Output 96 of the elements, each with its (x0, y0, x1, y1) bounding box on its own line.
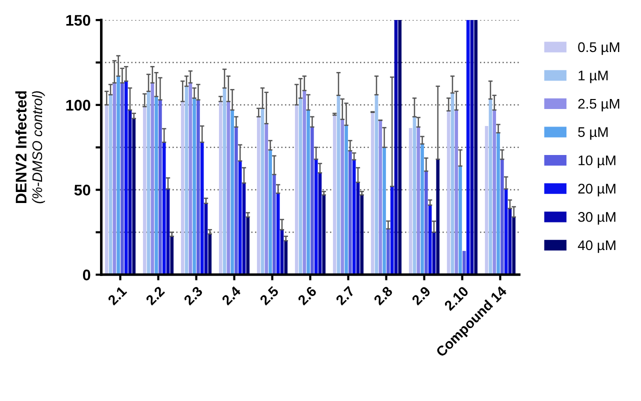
legend-label: 30 µM (578, 212, 616, 225)
bar (230, 110, 234, 275)
bar (294, 104, 298, 275)
bar (348, 150, 352, 275)
legend-label: 10 µM (578, 155, 616, 168)
bar (484, 126, 488, 275)
legend-label: 40 µM (578, 240, 616, 253)
bar (146, 91, 150, 275)
y-tick-label: 100 (66, 100, 90, 111)
bar (268, 150, 272, 275)
bar (120, 82, 124, 275)
bar (170, 236, 174, 275)
bar (496, 132, 500, 275)
x-tick-label: 2.3 (183, 286, 204, 306)
bar (374, 94, 378, 275)
legend-label: 20 µM (578, 184, 616, 196)
bar (142, 106, 146, 275)
bar (188, 82, 192, 275)
bar (108, 94, 112, 275)
bar (412, 116, 416, 275)
x-tick-label: 2.7 (335, 286, 355, 306)
bar (382, 147, 386, 275)
bar (272, 174, 276, 275)
bar (416, 126, 420, 275)
bar (492, 110, 496, 275)
x-tick-label: 2.4 (221, 285, 242, 306)
bar (298, 98, 302, 275)
bar (500, 159, 504, 275)
y-tick-label: 150 (66, 14, 90, 26)
bar (512, 216, 516, 275)
bar (370, 112, 374, 275)
bar (360, 194, 364, 275)
bar (222, 88, 226, 275)
bar (306, 110, 310, 275)
bar (466, 20, 470, 275)
x-tick-label: 2.1 (107, 286, 128, 306)
bar (386, 228, 390, 275)
bar (192, 98, 196, 275)
y-axis-title: DENV2 Infected (%-DMSO control) (15, 91, 45, 204)
bar (218, 102, 222, 275)
bar (112, 82, 116, 275)
x-tick-label: 2.5 (259, 286, 280, 306)
bar (302, 90, 306, 275)
legend-label: 1 µM (578, 70, 608, 84)
bar (408, 128, 412, 275)
y-tick-label: 0 (82, 270, 90, 280)
bar (158, 100, 162, 275)
bar (264, 124, 268, 275)
bar (336, 95, 340, 275)
x-tick-label: 2.8 (373, 286, 394, 306)
bar (162, 142, 166, 275)
bar (234, 126, 238, 275)
bar (420, 144, 424, 275)
bar (284, 240, 288, 275)
x-tick-label: 2.6 (297, 286, 318, 306)
bar (322, 194, 326, 275)
bar (488, 98, 492, 275)
bar (450, 93, 454, 275)
bar (208, 234, 212, 275)
bar (226, 102, 230, 275)
bar (462, 250, 466, 275)
bar (378, 120, 382, 275)
bar (454, 110, 458, 275)
bar (310, 126, 314, 275)
bar (184, 86, 188, 275)
bar (398, 20, 402, 275)
bar (246, 216, 250, 275)
x-tick-label: 2.2 (145, 286, 165, 306)
bar (196, 100, 200, 275)
bar (128, 110, 132, 275)
bar (332, 115, 336, 275)
bar (424, 171, 428, 275)
bar (470, 20, 474, 275)
y-tick-label: 50 (74, 184, 90, 196)
bar (446, 110, 450, 275)
bar (180, 102, 184, 275)
bar (458, 166, 462, 275)
bar (124, 81, 128, 275)
bar (238, 160, 242, 275)
bar (474, 20, 478, 275)
bar (150, 82, 154, 275)
bar (132, 118, 136, 275)
bar (200, 142, 204, 275)
bar (394, 20, 398, 275)
legend-label: 0.5 µM (578, 42, 620, 55)
bar (340, 119, 344, 275)
x-tick-label: 2.9 (411, 286, 432, 306)
bar (260, 108, 264, 275)
bar (436, 159, 440, 275)
bar (154, 96, 158, 275)
legend-label: 5 µM (578, 127, 608, 140)
bar (104, 104, 108, 275)
legend-label: 2.5 µM (578, 98, 620, 112)
bar (116, 76, 120, 275)
bar (344, 125, 348, 275)
bar (256, 116, 260, 275)
